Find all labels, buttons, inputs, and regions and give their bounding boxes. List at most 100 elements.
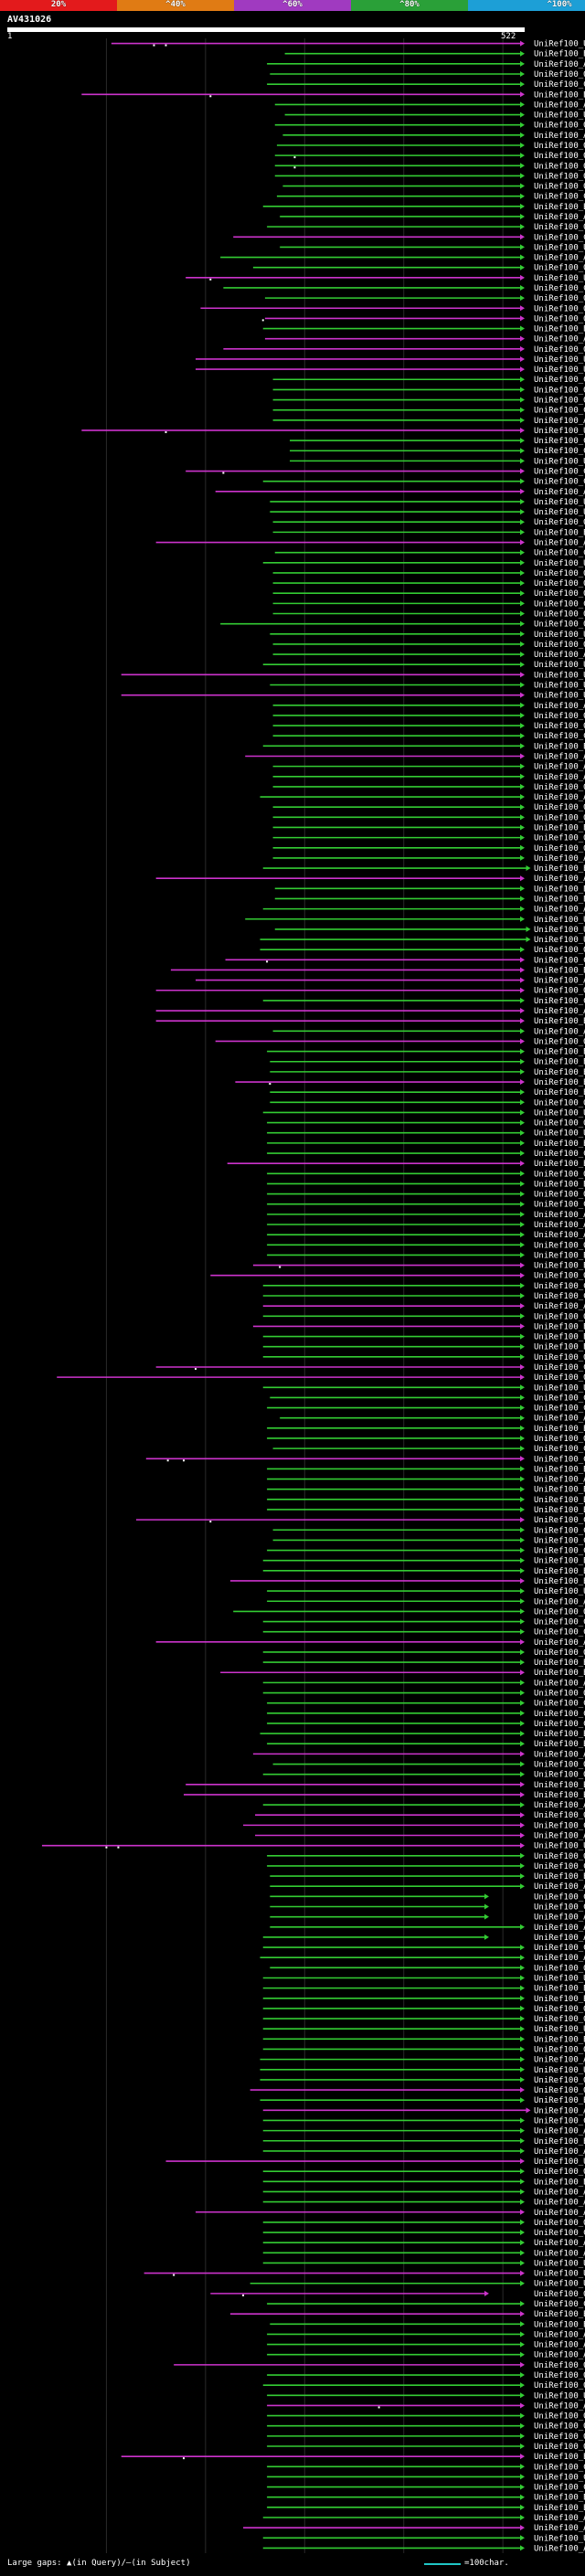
hit-label[interactable]: UniRef100_A7H0E3 [534, 2514, 585, 2523]
hit-row[interactable]: UniRef100_A5DP86 [255, 1832, 585, 1841]
hit-label[interactable]: UniRef100_Q07VB4 [534, 314, 585, 323]
hit-row[interactable]: UniRef100_Q2T9W4 [272, 783, 585, 792]
hit-row[interactable]: UniRef100_Q2UPZ6 [272, 844, 585, 853]
hit-row[interactable]: UniRef100_A2DEV5 [262, 1934, 585, 1943]
hit-row[interactable]: UniRef100_Q2U0E9 [274, 152, 585, 161]
hit-label[interactable]: UniRef100_Q6J9T8 [534, 2076, 585, 2085]
hit-row[interactable]: UniRef100_Q6FUT7 [267, 2371, 585, 2380]
hit-label[interactable]: UniRef100_A3LW31 [534, 488, 585, 497]
hit-row[interactable]: UniRef100_Q6P5C1 [272, 569, 585, 578]
hit-label[interactable]: UniRef100_A7RZY4 [534, 977, 585, 986]
hit-row[interactable]: UniRef100_UP1000... [267, 2391, 585, 2401]
hit-row[interactable]: UniRef100_B9WER8 [270, 2320, 585, 2329]
hit-label[interactable]: UniRef100_UP1000... [534, 559, 585, 568]
hit-row[interactable]: UniRef100_A4RBV9 [270, 1913, 585, 1923]
hit-row[interactable]: UniRef100_Q6DJY8 [276, 142, 585, 151]
hit-label[interactable]: UniRef100_B9WEG0 [534, 2494, 585, 2503]
hit-row[interactable]: UniRef100_C5JYV0 [267, 1700, 585, 1709]
hit-row[interactable]: UniRef100_Q9VTK2 [267, 1170, 585, 1179]
hit-row[interactable]: UniRef100_Q0Q1V8 [282, 183, 585, 192]
hit-row[interactable]: UniRef100_A6QJ30 [245, 752, 585, 761]
hit-row[interactable]: UniRef100_UP1000... [245, 916, 585, 925]
hit-row[interactable]: UniRef100_Q96WN5 [262, 1771, 585, 1780]
hit-row[interactable]: UniRef100_Q9C100 [262, 2015, 585, 2024]
hit-label[interactable]: UniRef100_C5FZH9 [534, 1720, 585, 1729]
hit-row[interactable]: UniRef100_C7YN64 [267, 2463, 585, 2472]
hit-label[interactable]: UniRef100_A3LQ72 [534, 2341, 585, 2350]
hit-label[interactable]: UniRef100_A6QJ30 [534, 752, 585, 761]
hit-row[interactable]: UniRef100_B3N1W6 [252, 1322, 585, 1331]
hit-label[interactable]: UniRef100_Q6Q818 [534, 813, 585, 822]
hit-label[interactable]: UniRef100_Q7SH94 [534, 1435, 585, 1444]
hit-label[interactable]: UniRef100_Q6CPY0 [534, 1191, 585, 1200]
hit-row[interactable]: UniRef100_Q0PIK5 [274, 172, 585, 181]
hit-label[interactable]: UniRef100_B6HEJ9 [534, 895, 585, 904]
hit-label[interactable]: UniRef100_A2DEV5 [534, 1934, 585, 1943]
hit-row[interactable]: UniRef100_A4RNI1 [272, 651, 585, 660]
hit-row[interactable]: UniRef100_Q9UVB5 [267, 2412, 585, 2422]
hit-row[interactable]: UniRef100_UP1000... [121, 671, 585, 680]
hit-label[interactable]: UniRef100_Q1EAM5 [534, 1607, 585, 1617]
hit-row[interactable]: UniRef100_A1L2B0 [272, 702, 585, 711]
hit-row[interactable]: UniRef100_A7E0P1 [155, 539, 585, 548]
hit-label[interactable]: UniRef100_A1L2B0 [534, 702, 585, 711]
hit-label[interactable]: UniRef100_A5DBP3 [534, 2330, 585, 2339]
hit-row[interactable]: UniRef100_C7YNF9 [270, 1903, 585, 1913]
hit-row[interactable]: UniRef100_B4MT03 [262, 1333, 585, 1342]
hit-label[interactable]: UniRef100_Q9P4A0 [534, 1272, 585, 1281]
hit-label[interactable]: UniRef100_A2DM44 [534, 1679, 585, 1688]
hit-row[interactable]: UniRef100_A6TFF9 [280, 1415, 585, 1424]
hit-row[interactable]: UniRef100_C8ZBU3 [272, 1445, 585, 1454]
hit-row[interactable]: UniRef100_C5FZH9 [267, 1720, 585, 1729]
hit-row[interactable]: UniRef100_Q4ICV0 [267, 223, 585, 232]
hit-row[interactable]: UniRef100_B6K5S7 [262, 864, 585, 874]
hit-row[interactable]: UniRef100_B5E876 [262, 2137, 585, 2147]
hit-label[interactable]: UniRef100_B3MR19 [534, 1140, 585, 1149]
hit-row[interactable]: UniRef100_A7EFD6 [267, 1221, 585, 1230]
hit-row[interactable]: UniRef100_UP1000... [121, 692, 585, 701]
hit-row[interactable]: UniRef100_Q7SAI6 [272, 386, 585, 395]
hit-row[interactable]: UniRef100_C4XZJ9 [267, 1862, 585, 1871]
hit-label[interactable]: UniRef100_A7E0P1 [534, 539, 585, 548]
hit-label[interactable]: UniRef100_UP1000... [534, 2025, 585, 2034]
hit-row[interactable]: UniRef100_B4HEG6 [184, 1791, 585, 1800]
hit-row[interactable]: UniRef100_Q7YQS1 [262, 1648, 585, 1658]
hit-row[interactable]: UniRef100_Q6C6Y5 [272, 834, 585, 843]
hit-row[interactable]: UniRef100_C4Y1S6 [272, 732, 585, 741]
hit-label[interactable]: UniRef100_A6TFF9 [534, 1415, 585, 1424]
hit-row[interactable]: UniRef100_C1GFP5 [145, 1455, 585, 1464]
hit-row[interactable]: UniRef100_B4N2N6 [252, 1262, 585, 1271]
hit-label[interactable]: UniRef100_Q231L2 [534, 1312, 585, 1321]
hit-row[interactable]: UniRef100_Q2HJA7 [264, 294, 585, 303]
hit-row[interactable]: UniRef100_B6QM69 [170, 966, 585, 975]
hit-row[interactable]: UniRef100_B3MR19 [267, 1140, 585, 1149]
hit-row[interactable]: UniRef100_A7P8R7 [272, 763, 585, 772]
hit-label[interactable]: UniRef100_B5VG19 [534, 2178, 585, 2187]
hit-label[interactable]: UniRef100_A2D7V5 [534, 1801, 585, 1810]
hit-label[interactable]: UniRef100_B8NP65 [534, 1180, 585, 1189]
hit-label[interactable]: UniRef100_C6HLY2 [534, 1150, 585, 1159]
hit-label[interactable]: UniRef100_UP1000... [534, 1129, 585, 1139]
hit-label[interactable]: UniRef100_UP1000... [534, 1587, 585, 1596]
hit-label[interactable]: UniRef100_Q1E7D6 [534, 264, 585, 273]
hit-label[interactable]: UniRef100_C7YNF9 [534, 1903, 585, 1913]
hit-label[interactable]: UniRef100_A2EGE3 [534, 2401, 585, 2411]
hit-label[interactable]: UniRef100_Q1L262 [534, 2005, 585, 2014]
hit-label[interactable]: UniRef100_C4JI10 [534, 80, 585, 90]
hit-label[interactable]: UniRef100_Q6P5C1 [534, 569, 585, 578]
hit-label[interactable]: UniRef100_Q9VTK2 [534, 1170, 585, 1179]
hit-label[interactable]: UniRef100_Q6DJY8 [534, 142, 585, 151]
hit-row[interactable]: UniRef100_B2WBH5 [121, 2453, 585, 2462]
hit-row[interactable]: UniRef100_Q9M5D4 [267, 1119, 585, 1129]
hit-label[interactable]: UniRef100_B3LCY9 [534, 1567, 585, 1576]
hit-row[interactable]: UniRef100_C5DL69 [186, 468, 585, 477]
hit-label[interactable]: UniRef100_A2E5W7 [534, 2544, 585, 2553]
hit-row[interactable]: UniRef100_B3LCY9 [262, 1567, 585, 1576]
hit-label[interactable]: UniRef100_B5E876 [534, 2137, 585, 2147]
hit-label[interactable]: UniRef100_UP1000... [534, 1108, 585, 1118]
hit-label[interactable]: UniRef100_B4Q077 [534, 1781, 585, 1790]
hit-row[interactable]: UniRef100_B3M6C3 [267, 1506, 585, 1515]
hit-row[interactable]: UniRef100_C5DRJ2 [262, 1944, 585, 1953]
hit-label[interactable]: UniRef100_Q9C100 [534, 2015, 585, 2024]
hit-label[interactable]: UniRef100_A1UEZ0 [534, 1007, 585, 1016]
